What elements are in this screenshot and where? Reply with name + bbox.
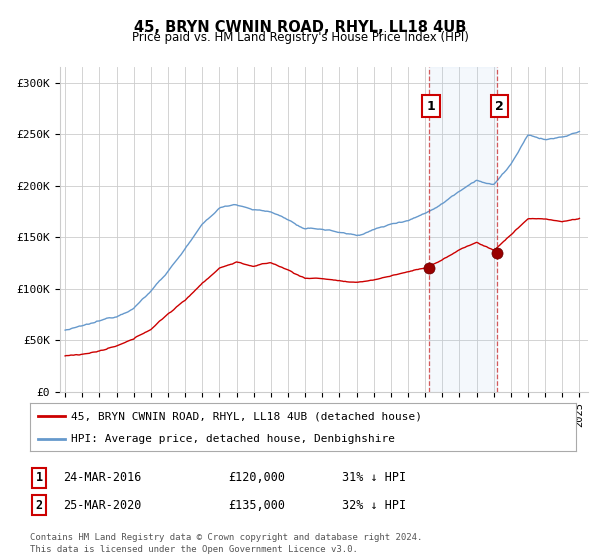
Text: 2: 2 [496,100,504,113]
Text: £135,000: £135,000 [228,498,285,512]
Text: 31% ↓ HPI: 31% ↓ HPI [342,471,406,484]
Text: 24-MAR-2016: 24-MAR-2016 [63,471,142,484]
Text: 45, BRYN CWNIN ROAD, RHYL, LL18 4UB: 45, BRYN CWNIN ROAD, RHYL, LL18 4UB [134,20,466,35]
Text: 1: 1 [35,471,43,484]
Text: 1: 1 [427,100,436,113]
Text: 2: 2 [35,498,43,512]
Text: HPI: Average price, detached house, Denbighshire: HPI: Average price, detached house, Denb… [71,434,395,444]
Text: Price paid vs. HM Land Registry's House Price Index (HPI): Price paid vs. HM Land Registry's House … [131,31,469,44]
Text: 25-MAR-2020: 25-MAR-2020 [63,498,142,512]
Text: Contains HM Land Registry data © Crown copyright and database right 2024.
This d: Contains HM Land Registry data © Crown c… [30,533,422,554]
Text: 45, BRYN CWNIN ROAD, RHYL, LL18 4UB (detached house): 45, BRYN CWNIN ROAD, RHYL, LL18 4UB (det… [71,411,422,421]
Text: £120,000: £120,000 [228,471,285,484]
Bar [428,67,497,392]
Text: 32% ↓ HPI: 32% ↓ HPI [342,498,406,512]
